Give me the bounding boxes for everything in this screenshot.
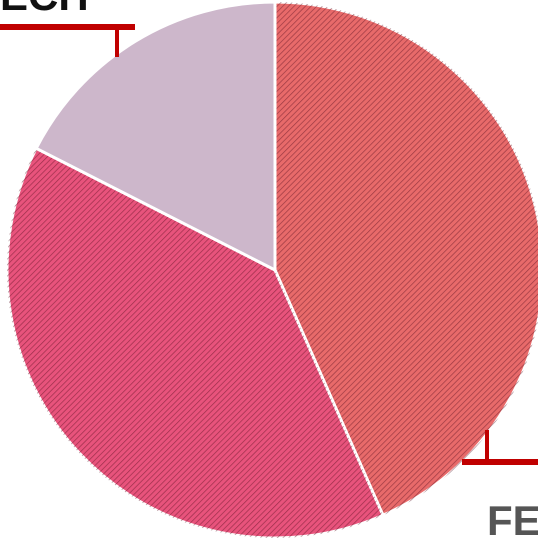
slice-fill: [34, 0, 277, 273]
slice-hatch: [7, 148, 383, 538]
slice: [34, 0, 277, 273]
slice: [273, 0, 538, 518]
pie: [5, 0, 538, 539]
category-label: FE: [487, 497, 538, 539]
category-label: ECH: [0, 0, 89, 19]
slice-hatch: [275, 2, 538, 516]
slice: [5, 146, 385, 539]
